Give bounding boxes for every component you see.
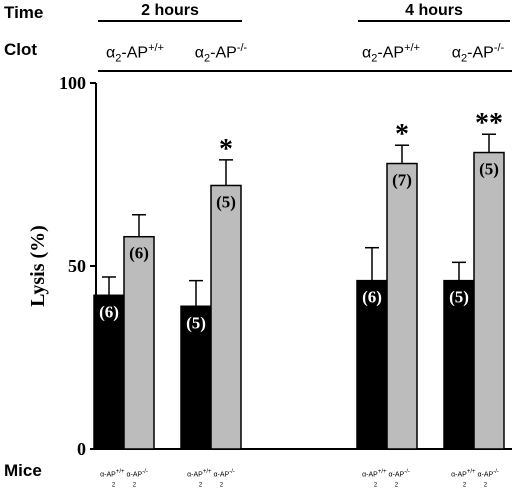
n-label: (6) xyxy=(99,302,119,321)
time-header-label: Time xyxy=(4,3,44,22)
n-label: (5) xyxy=(449,288,469,307)
time-group-rule-4-hours xyxy=(358,20,510,22)
clot-label-1: α2-AP+/+ xyxy=(106,42,164,65)
n-label: (5) xyxy=(216,192,236,211)
bar xyxy=(473,151,505,450)
chart-marks: (6) (6) (5) (5) * (6) (7) * (5) (5) ** xyxy=(93,108,505,450)
y-tick-label: 0 xyxy=(77,439,86,459)
mice-label-pair-4: α-AP+/+ α-AP-/- 2 2 xyxy=(451,469,499,489)
mice-label-pair-3: α-AP+/+ α-AP-/- 2 2 xyxy=(362,469,410,489)
y-tick-label: 100 xyxy=(59,73,86,93)
significance-marker: * xyxy=(219,134,233,165)
time-group-2-hours: 2 hours xyxy=(141,2,199,19)
bar xyxy=(123,235,155,450)
significance-marker: ** xyxy=(475,108,503,139)
bar xyxy=(180,305,212,450)
clot-rule xyxy=(98,70,512,72)
n-label: (6) xyxy=(129,244,149,263)
y-axis-label: Lysis (%) xyxy=(27,225,49,307)
chart-axes: 0 50 100 Lysis (%) xyxy=(27,73,512,459)
clot-label-4: α2-AP-/- xyxy=(451,42,505,65)
time-group-rule-2-hours xyxy=(98,20,242,22)
bar xyxy=(386,162,418,450)
bar xyxy=(93,294,125,450)
mice-label-pair-1: α-AP+/+ α-AP-/- 2 2 xyxy=(100,469,148,489)
clot-label-2: α2-AP-/- xyxy=(194,42,248,65)
n-label: (5) xyxy=(186,313,206,332)
significance-marker: * xyxy=(395,119,409,150)
bar xyxy=(210,184,242,450)
mice-header-label: Mice xyxy=(4,461,42,480)
time-group-4-hours: 4 hours xyxy=(405,2,463,19)
clot-label-3: α2-AP+/+ xyxy=(362,42,420,65)
mice-label-pair-2: α-AP+/+ α-AP-/- 2 2 xyxy=(187,469,235,489)
clot-header-label: Clot xyxy=(4,40,38,59)
n-label: (7) xyxy=(392,171,412,190)
n-label: (5) xyxy=(479,160,499,179)
y-tick-label: 50 xyxy=(68,256,86,276)
n-label: (6) xyxy=(362,288,382,307)
